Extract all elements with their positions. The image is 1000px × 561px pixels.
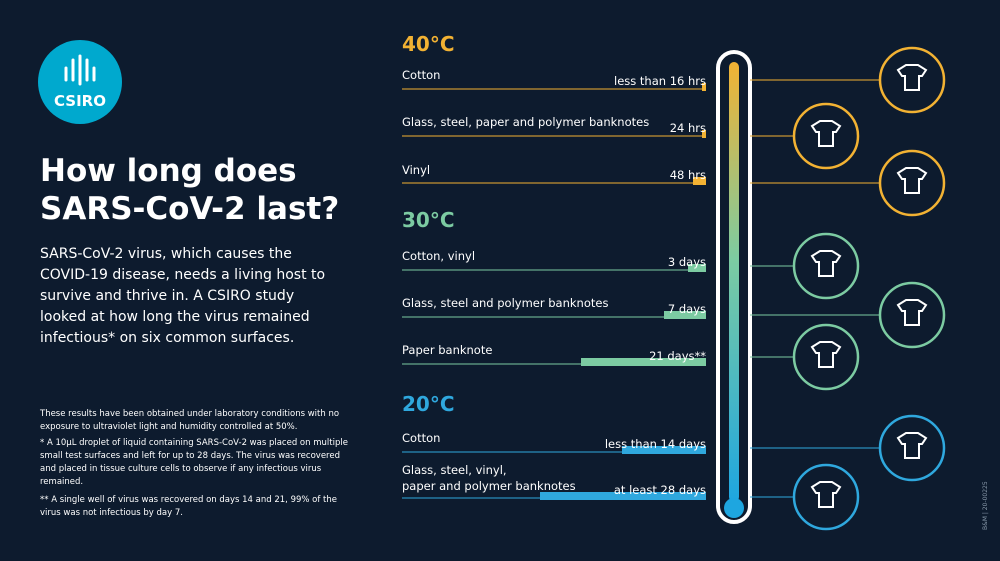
surface-label: Paper banknote xyxy=(402,343,493,357)
note: These results have been obtained under l… xyxy=(40,409,340,432)
duration-bar xyxy=(581,358,706,366)
duration-bar xyxy=(702,130,706,138)
duration-label: 21 days** xyxy=(649,349,706,363)
duration-label: less than 14 days xyxy=(604,437,706,451)
thermometer-bulb xyxy=(724,498,744,518)
duration-label: less than 16 hrs xyxy=(614,74,706,88)
duration-bar xyxy=(693,177,706,185)
surface-label: Glass, steel, vinyl, paper and polymer b… xyxy=(402,463,576,493)
surface-label: Glass, steel and polymer banknotes xyxy=(402,296,609,310)
thermometer-fill xyxy=(729,62,739,502)
temperature: 20°C xyxy=(402,392,455,416)
icon-ring xyxy=(878,281,946,349)
duration-bar xyxy=(540,492,706,500)
icon xyxy=(896,299,928,326)
icon xyxy=(810,341,842,368)
duration-label: 3 days xyxy=(667,255,706,269)
note: * A 10μL droplet of liquid containing SA… xyxy=(40,438,348,487)
logo-mark xyxy=(64,54,96,86)
surface-label: Glass, steel, paper and polymer banknote… xyxy=(402,115,650,129)
duration-label: 48 hrs xyxy=(669,168,706,182)
icon-ring xyxy=(792,323,860,391)
logo: CSIRO xyxy=(38,40,122,124)
duration-label: at least 28 days xyxy=(613,483,706,497)
surface-label: Vinyl xyxy=(402,163,431,177)
duration-label: 24 hrs xyxy=(669,121,706,135)
duration-label: 7 days xyxy=(667,302,706,316)
icon xyxy=(896,167,928,194)
note: ** A single well of virus was recovered … xyxy=(40,495,338,518)
icon xyxy=(810,120,842,147)
temperature: 40°C xyxy=(402,32,455,56)
logo-text: CSIRO xyxy=(54,92,106,110)
icon-ring xyxy=(878,414,946,482)
icon xyxy=(810,250,842,277)
duration-bar xyxy=(622,446,706,454)
surface-label: Cotton xyxy=(402,431,441,445)
title: How long does SARS-CoV-2 last? xyxy=(40,153,340,227)
icon-ring xyxy=(792,102,860,170)
surface-label: Cotton, vinyl xyxy=(402,249,476,263)
surface-label: Cotton xyxy=(402,68,441,82)
temperature: 30°C xyxy=(402,208,455,232)
icon-ring xyxy=(878,46,946,114)
duration-bar xyxy=(688,264,706,272)
icon-ring xyxy=(792,463,860,531)
duration-bar xyxy=(664,311,706,319)
icon-ring xyxy=(878,149,946,217)
icon xyxy=(896,432,928,459)
icon xyxy=(810,481,842,508)
intro: SARS-CoV-2 virus, which causes the COVID… xyxy=(40,246,326,346)
duration-bar xyxy=(702,83,706,91)
icon-ring xyxy=(792,232,860,300)
icon xyxy=(896,64,928,91)
